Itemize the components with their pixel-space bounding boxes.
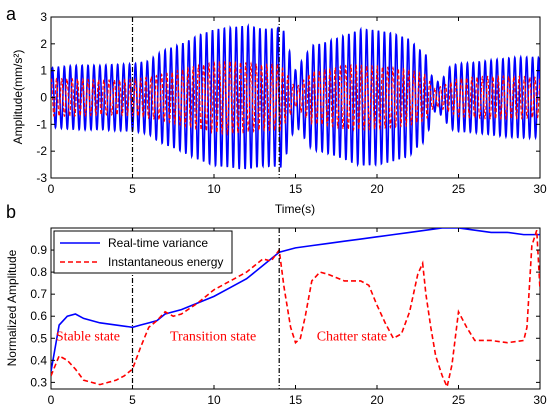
y-axis-label-a: Amplitude(mm/s²) [11,50,25,145]
panel-label-a: a [6,4,17,24]
y-tick-label: 0.4 [30,353,47,367]
y-tick-label: 0 [40,91,47,105]
state-annotation: Chatter state [317,329,387,344]
legend-b: Real-time variance Instantaneous energy [53,230,233,274]
y-tick-label: 0.5 [30,331,47,345]
state-annotation: Stable state [56,329,120,344]
x-tick-label: 0 [48,393,55,407]
y-tick-label: -2 [36,144,47,158]
y-tick-label: 0.6 [30,309,47,323]
y-ticks-b: 0.3 0.4 0.5 0.6 0.7 0.8 0.9 [30,243,540,389]
data-series-b [51,228,540,389]
series-instantaneous-energy [51,229,540,389]
x-axis-label-a: Time(s) [275,202,315,216]
y-tick-label: 0.7 [30,287,47,301]
y-tick-label: -1 [36,117,47,131]
y-tick-label: -3 [36,171,47,185]
series-real-time-variance [51,228,540,372]
y-tick-label: 3 [40,10,47,24]
panel-label-b: b [6,202,16,222]
x-tick-label: 20 [370,393,384,407]
annotations-b: Stable state Transition state Chatter stat… [56,329,387,344]
panel-a: a 0 5 10 15 20 25 30 -3 -2 -1 0 1 2 3 Time(s) Amplit… [6,4,547,216]
x-tick-label: 5 [129,393,136,407]
y-tick-label: 1 [40,64,47,78]
x-tick-label: 25 [452,182,466,196]
legend-label-variance: Real-time variance [108,236,208,250]
x-ticks-a: 0 5 10 15 20 25 30 [48,17,547,196]
legend-label-energy: Instantaneous energy [108,255,223,269]
x-tick-label: 15 [289,393,303,407]
legend-box [53,230,233,274]
y-tick-label: 0.9 [30,243,47,257]
x-tick-label: 30 [533,393,547,407]
x-tick-label: 25 [452,393,466,407]
x-tick-label: 20 [370,182,384,196]
y-tick-label: 0.8 [30,265,47,279]
y-tick-label: 2 [40,37,47,51]
panel-b: b Stable state Transition state Chatter st… [5,202,547,407]
vlines-a [131,17,280,178]
x-tick-label: 10 [207,182,221,196]
x-ticks-b: 0 5 10 15 20 25 30 [48,228,547,407]
y-tick-label: 0.3 [30,375,47,389]
x-tick-label: 30 [533,182,547,196]
state-annotation: Transition state [170,329,256,344]
y-axis-label-b: Normalized Amplitude [5,249,19,366]
x-tick-label: 15 [289,182,303,196]
x-tick-label: 5 [129,182,136,196]
x-tick-label: 10 [207,393,221,407]
vlines-b [131,228,280,389]
y-ticks-a: -3 -2 -1 0 1 2 3 [36,10,540,185]
x-tick-label: 0 [48,182,55,196]
